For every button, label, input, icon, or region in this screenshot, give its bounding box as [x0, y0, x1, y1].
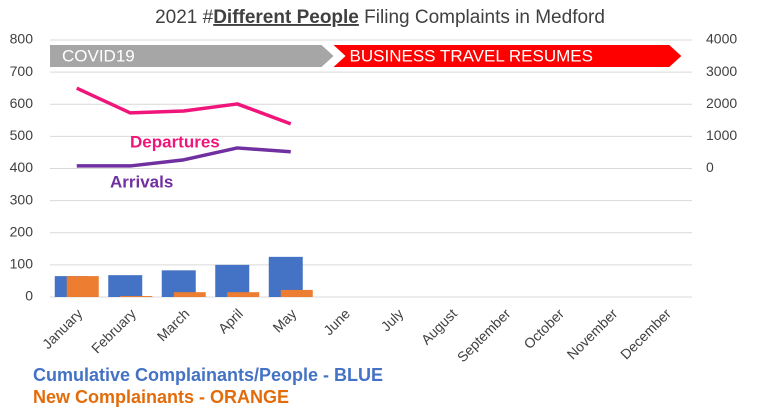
y-tick-label: 0	[25, 288, 33, 304]
y2-tick-label: 4000	[706, 31, 737, 47]
x-tick-label: November	[564, 305, 621, 362]
y2-tick-label: 1000	[706, 127, 737, 143]
y2-tick-label: 0	[706, 159, 714, 175]
x-tick-label: August	[418, 305, 460, 347]
bar	[173, 292, 206, 297]
x-tick-label: July	[378, 305, 407, 334]
legend-entry: Cumulative Complainants/People - BLUE	[33, 365, 383, 385]
banner-label: COVID19	[62, 46, 135, 65]
x-tick-label: June	[320, 305, 353, 338]
title-part: Filing Complaints in Medford	[359, 7, 605, 28]
bar	[108, 275, 143, 297]
x-tick-label: September	[454, 305, 514, 365]
bar	[215, 264, 250, 297]
x-tick-label: December	[617, 305, 674, 362]
title-emphasis: Different People	[213, 7, 359, 28]
banner-label: BUSINESS TRAVEL RESUMES	[350, 46, 593, 65]
y-tick-label: 100	[10, 256, 34, 272]
y-tick-label: 500	[10, 127, 34, 143]
bar	[227, 292, 260, 297]
bar	[120, 296, 153, 297]
y2-tick-label: 3000	[706, 63, 737, 79]
x-tick-label: October	[520, 305, 567, 352]
y-tick-label: 700	[10, 63, 34, 79]
legend-entry: New Complainants - ORANGE	[33, 387, 289, 407]
chart-title: 2021 #Different People Filing Complaints…	[155, 7, 605, 28]
x-tick-label: April	[215, 305, 246, 336]
x-tick-label: January	[39, 305, 86, 352]
bar	[280, 289, 313, 297]
banner-arrow	[333, 45, 682, 67]
x-tick-label: March	[154, 305, 193, 344]
banner-arrow	[50, 45, 334, 67]
y-tick-label: 600	[10, 95, 34, 111]
line	[76, 86, 292, 126]
y-tick-label: 800	[10, 31, 34, 47]
line-label: Arrivals	[110, 172, 173, 191]
y2-tick-label: 2000	[706, 95, 737, 111]
x-tick-label: February	[88, 305, 139, 356]
bar	[66, 276, 99, 297]
y-tick-label: 400	[10, 159, 34, 175]
y-tick-label: 300	[10, 191, 34, 207]
line-label: Departures	[130, 132, 220, 151]
y-tick-label: 200	[10, 223, 34, 239]
x-tick-label: May	[269, 305, 299, 335]
line	[76, 146, 291, 168]
title-part: 2021 #	[155, 7, 214, 28]
